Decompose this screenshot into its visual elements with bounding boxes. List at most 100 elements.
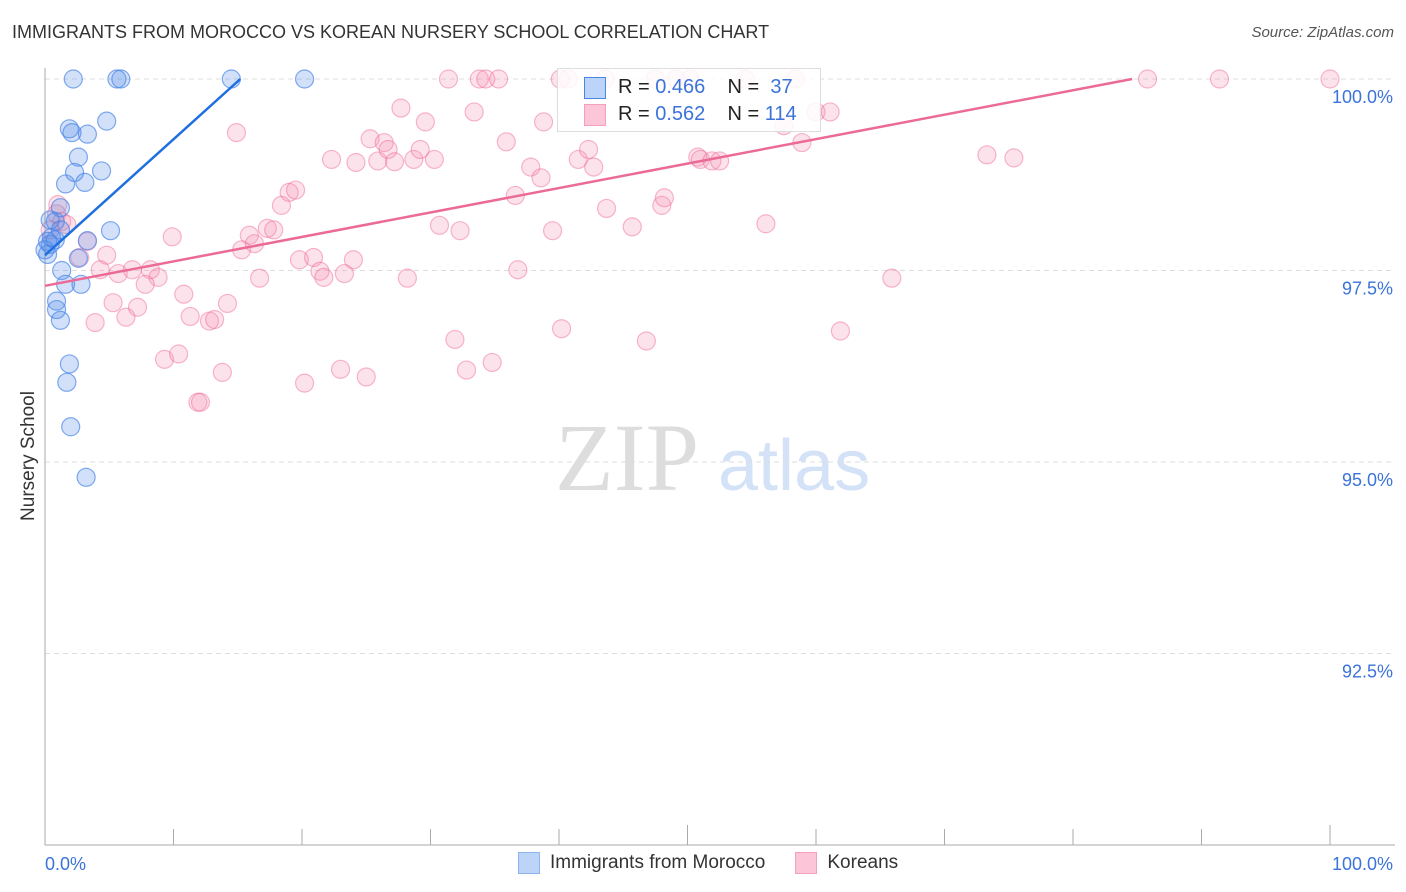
data-point	[496, 132, 516, 152]
data-point	[217, 293, 238, 314]
data-point	[97, 111, 117, 131]
pink-swatch-icon	[584, 103, 606, 126]
data-point	[50, 220, 71, 240]
data-point	[578, 139, 599, 160]
data-point	[1209, 69, 1230, 89]
chart-title: IMMIGRANTS FROM MOROCCO VS KOREAN NURSER…	[12, 22, 770, 42]
watermark-zip: ZIP	[555, 404, 699, 511]
data-point	[271, 195, 292, 215]
data-point	[584, 157, 604, 177]
data-point	[464, 102, 484, 122]
legend-label: Immigrants from Morocco	[550, 852, 766, 874]
data-point	[289, 250, 310, 270]
data-point	[343, 250, 363, 270]
data-point	[882, 268, 902, 288]
data-point	[205, 309, 225, 330]
data-point	[199, 311, 220, 331]
data-point	[188, 392, 208, 412]
r-value: 0.466	[655, 76, 706, 98]
data-point	[127, 297, 148, 317]
y-tick-label: 92.5%	[1342, 662, 1393, 682]
data-point	[174, 284, 194, 304]
data-point	[154, 349, 175, 369]
data-point	[820, 102, 840, 122]
trend-line	[44, 78, 242, 257]
r-value: 0.562	[655, 103, 706, 125]
x-tick-label: 100.0%	[1332, 854, 1393, 874]
data-point	[1004, 148, 1024, 168]
data-point	[469, 69, 489, 89]
data-point	[568, 149, 588, 170]
data-point	[636, 331, 656, 351]
data-point	[710, 151, 730, 171]
data-point	[445, 329, 465, 350]
blue-swatch-icon	[584, 76, 606, 99]
data-point	[169, 344, 189, 364]
data-point	[450, 221, 470, 241]
data-point	[397, 268, 417, 288]
data-point	[521, 157, 541, 177]
data-point	[551, 319, 572, 339]
data-point	[622, 217, 642, 237]
data-point	[50, 310, 71, 330]
data-point	[415, 112, 435, 132]
data-point	[264, 220, 284, 240]
data-point	[482, 352, 502, 373]
data-point	[76, 467, 96, 487]
data-point	[40, 210, 60, 230]
data-point	[59, 354, 80, 374]
data-point	[68, 248, 89, 268]
data-point	[314, 267, 334, 287]
legend-item-koreans[interactable]: Koreans	[795, 852, 898, 874]
data-point	[57, 372, 77, 392]
pink-swatch-icon	[795, 852, 818, 874]
data-point	[489, 69, 509, 89]
data-point	[356, 367, 376, 387]
data-point	[334, 263, 355, 284]
x-tick-label: 0.0%	[45, 854, 86, 874]
data-point	[61, 417, 81, 437]
data-point	[391, 98, 411, 118]
n-value: 114	[764, 103, 797, 125]
data-point	[226, 123, 247, 143]
legend-item-morocco[interactable]: Immigrants from Morocco	[518, 852, 765, 874]
data-point	[374, 132, 394, 153]
data-point	[533, 112, 554, 132]
data-point	[410, 139, 430, 160]
data-point	[257, 218, 277, 238]
data-point	[476, 69, 496, 89]
stats-legend: R = 0.466 N = 37 R = 0.562 N = 114	[557, 68, 821, 132]
data-point	[97, 245, 117, 265]
data-point	[190, 392, 211, 412]
data-point	[330, 359, 351, 379]
data-point	[756, 214, 776, 234]
data-point	[303, 247, 324, 268]
data-point	[310, 261, 330, 281]
data-point	[285, 180, 306, 200]
data-point	[596, 198, 617, 219]
blue-swatch-icon	[518, 852, 540, 874]
data-point	[294, 373, 315, 393]
data-point	[368, 151, 388, 171]
data-point	[77, 231, 98, 251]
legend-row-koreans: R = 0.562 N = 114	[584, 101, 797, 127]
data-point	[1137, 69, 1158, 89]
data-point	[64, 162, 85, 183]
r-label: R =	[618, 76, 650, 98]
data-point	[378, 139, 398, 160]
data-point	[103, 293, 123, 313]
legend-label: Koreans	[827, 852, 899, 874]
legend-row-morocco: R = 0.466 N = 37	[584, 74, 793, 100]
data-point	[212, 362, 232, 382]
data-point	[830, 321, 851, 341]
data-point	[111, 69, 131, 89]
data-point	[321, 149, 342, 170]
series-legend: Immigrants from Morocco Koreans	[518, 852, 898, 874]
data-point	[279, 182, 299, 202]
data-point	[116, 307, 136, 327]
data-point	[180, 306, 200, 327]
data-point	[508, 260, 528, 280]
data-point	[48, 195, 68, 215]
data-point	[424, 149, 444, 170]
